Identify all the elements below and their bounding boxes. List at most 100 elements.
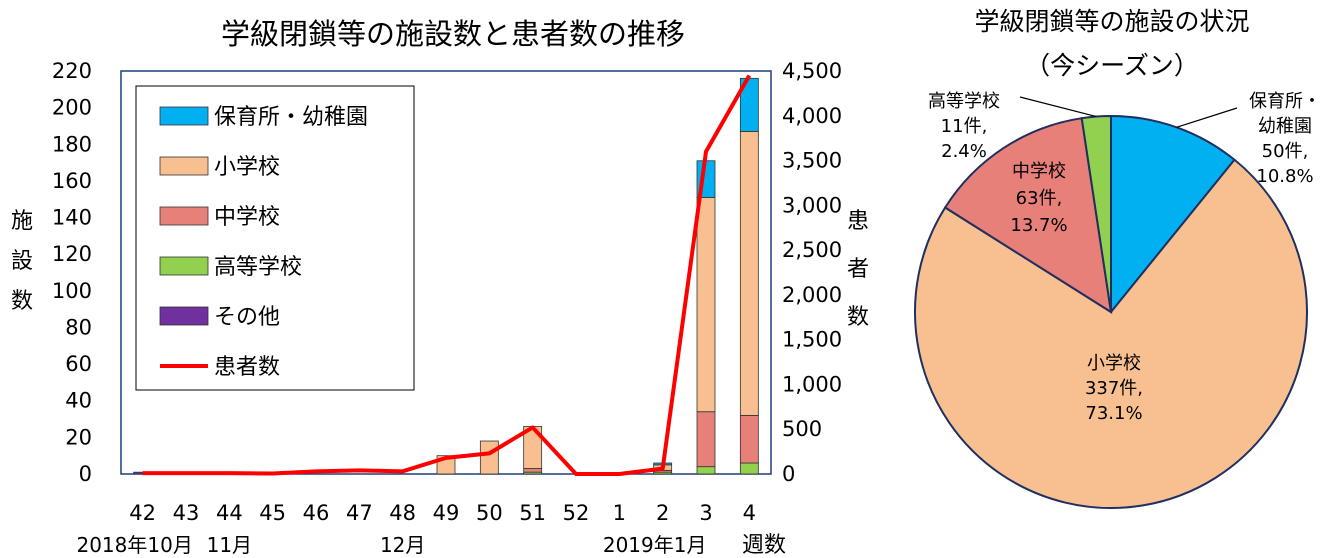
left-axis-ticks: 0 20 40 60 80 100 120 140 160 180 200 220	[52, 59, 92, 486]
left-tick-label: 20	[65, 425, 92, 449]
right-tick-label: 500	[782, 417, 822, 441]
pie-slice-label: 11件,	[941, 116, 988, 137]
right-tick-label: 1,000	[782, 372, 842, 396]
left-axis-label-char: 数	[11, 289, 33, 314]
pie-slice-label: 73.1%	[1085, 403, 1142, 424]
right-axis-label-char: 患	[847, 209, 869, 234]
x-tick-label: 46	[303, 501, 330, 525]
legend-box	[135, 85, 415, 391]
x-axis-label: 週数	[742, 533, 786, 558]
x-axis-ticks: 42 43 44 45 46 47 48 49 50 51 52 1 2 3 4	[129, 501, 756, 525]
pie-slice-label: 小学校	[1087, 353, 1141, 374]
legend-swatch	[159, 106, 209, 126]
legend-label: その他	[214, 305, 280, 330]
pie-slice-label: 高等学校	[928, 91, 1000, 112]
pie-slice-label: 13.7%	[1010, 215, 1067, 236]
bar-chart-title: 学級閉鎖等の施設数と患者数の推移	[221, 17, 685, 51]
x-tick-label: 49	[433, 501, 460, 525]
legend-swatch	[159, 256, 209, 276]
legend-label: 患者数	[214, 355, 280, 380]
left-tick-label: 180	[52, 132, 92, 156]
pie-title-line: （今シーズン）	[1025, 51, 1199, 80]
bar-segment	[696, 466, 716, 475]
right-tick-label: 2,000	[782, 283, 842, 307]
x-tick-label: 48	[389, 501, 416, 525]
x-tick-label: 3	[699, 501, 712, 525]
x-tick-label: 4	[743, 501, 756, 525]
left-tick-label: 100	[52, 279, 92, 303]
pie-leader-lines	[1019, 96, 1238, 128]
left-axis-label-char: 施	[11, 209, 33, 234]
left-tick-label: 160	[52, 169, 92, 193]
left-tick-label: 200	[52, 96, 92, 120]
x-tick-label: 43	[173, 501, 200, 525]
legend-swatch	[159, 306, 209, 326]
legend-swatch	[159, 156, 209, 176]
pie-data-labels: 保育所・幼稚園 50件, 10.8% 小学校 337件, 73.1% 中学校 63件, 13.7…	[928, 91, 1321, 424]
pie-slice-label: 50件,	[1262, 141, 1309, 162]
right-axis-label-char: 者	[847, 257, 869, 282]
pie-chart-title: 学級閉鎖等の施設の状況 （今シーズン）	[974, 7, 1249, 80]
left-tick-label: 0	[79, 462, 92, 486]
bar-segment	[523, 468, 543, 473]
legend-label: 中学校	[214, 205, 280, 230]
legend-label: 高等学校	[214, 255, 302, 280]
right-axis-label: 患者数	[847, 209, 869, 330]
right-tick-label: 0	[782, 462, 795, 486]
month-labels: 2018年10月 11月 12月 2019年1月	[76, 533, 706, 557]
month-label: 2018年10月	[76, 533, 192, 557]
x-tick-label: 2	[656, 501, 669, 525]
right-tick-label: 4,000	[782, 104, 842, 128]
bar-segment	[479, 440, 499, 475]
right-tick-label: 3,500	[782, 149, 842, 173]
x-tick-label: 44	[216, 501, 243, 525]
right-tick-label: 2,500	[782, 238, 842, 262]
legend-swatch	[159, 206, 209, 226]
bar-segment	[739, 131, 759, 416]
left-axis-label-char: 設	[11, 249, 33, 274]
pie-slice-label: 保育所・	[1249, 91, 1321, 112]
x-tick-label: 51	[519, 501, 546, 525]
month-label: 11月	[207, 533, 252, 557]
left-tick-label: 40	[65, 389, 92, 413]
left-tick-label: 140	[52, 206, 92, 230]
left-tick-label: 80	[65, 315, 92, 339]
pie-slice	[914, 158, 1308, 509]
pie-slice-label: 337件,	[1085, 378, 1143, 399]
bar-segment	[739, 462, 759, 475]
bar-group	[133, 77, 759, 475]
x-tick-label: 47	[346, 501, 373, 525]
pie-slices	[914, 114, 1308, 509]
legend-label: 小学校	[214, 155, 280, 180]
month-label: 12月	[380, 533, 425, 557]
right-tick-label: 4,500	[782, 59, 842, 83]
bar-segment	[696, 411, 716, 468]
pie-slice-label: 10.8%	[1256, 166, 1313, 187]
right-tick-label: 3,000	[782, 193, 842, 217]
pie-slice-label: 中学校	[1012, 161, 1066, 182]
leader-line-highschool	[1019, 96, 1097, 118]
pie-slice	[943, 117, 1113, 315]
month-label: 2019年1月	[603, 533, 707, 557]
right-tick-label: 1,500	[782, 328, 842, 352]
left-tick-label: 120	[52, 242, 92, 266]
right-axis-label-char: 数	[847, 305, 869, 330]
x-tick-label: 52	[563, 501, 590, 525]
bar-segment	[696, 196, 716, 413]
x-tick-label: 1	[613, 501, 626, 525]
pie-title-line: 学級閉鎖等の施設の状況	[974, 7, 1249, 36]
pie-slice-label: 2.4%	[941, 141, 987, 162]
x-tick-label: 45	[259, 501, 286, 525]
right-axis-ticks: 0 500 1,000 1,500 2,000 2,500 3,000 3,500 4,000 4…	[782, 59, 842, 486]
x-tick-label: 42	[129, 501, 156, 525]
patient-count-line	[142, 74, 752, 476]
legend-label: 保育所・幼稚園	[214, 105, 368, 130]
pie-slice-label: 幼稚園	[1258, 116, 1312, 137]
pie-slice-label: 63件,	[1016, 188, 1063, 209]
leader-line-daycare	[1176, 107, 1238, 128]
bar-segment	[739, 414, 759, 464]
x-tick-label: 50	[476, 501, 503, 525]
left-tick-label: 60	[65, 352, 92, 376]
